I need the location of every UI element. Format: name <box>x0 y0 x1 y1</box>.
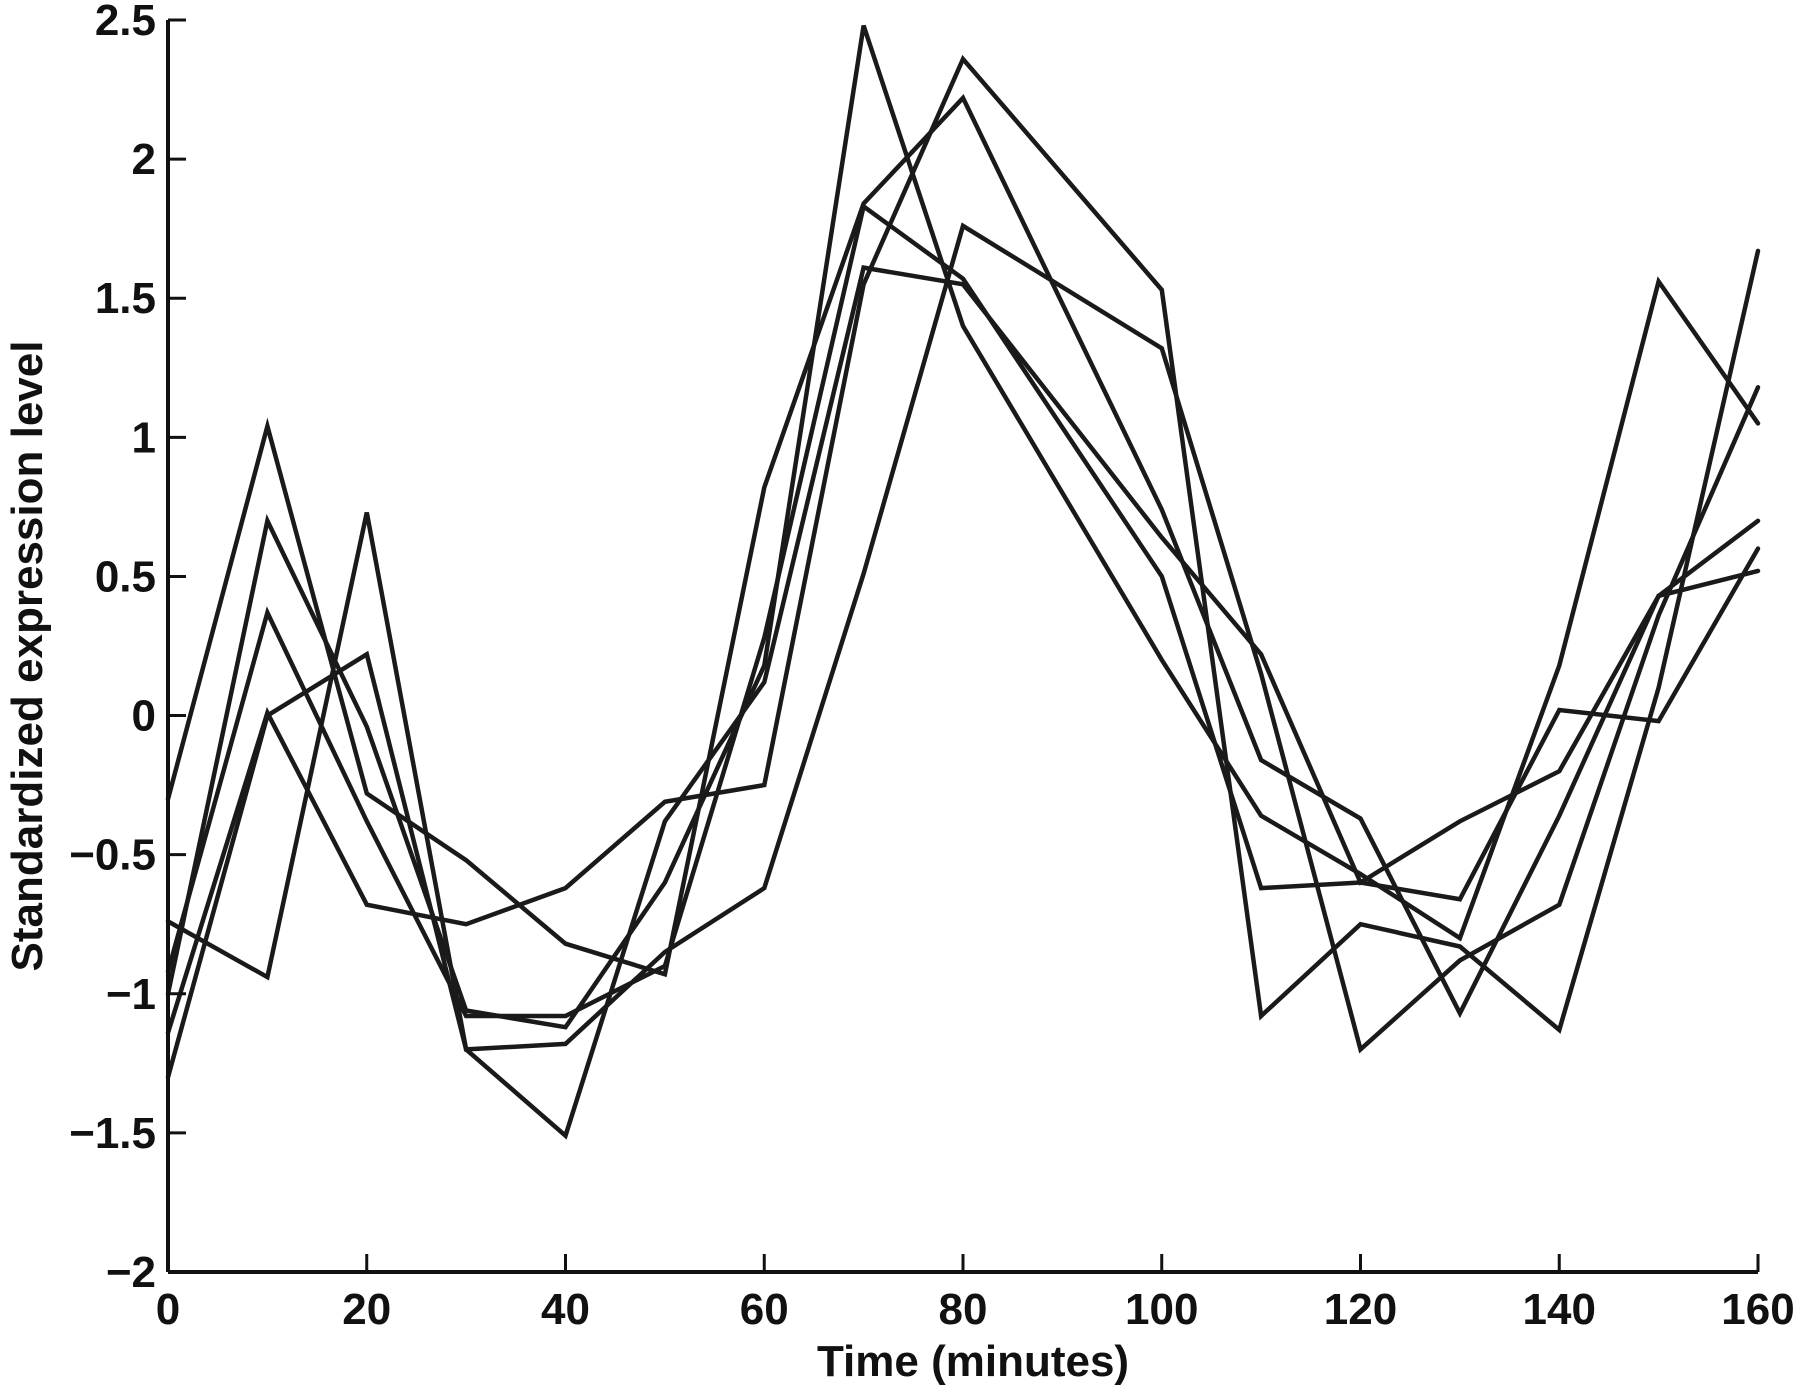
series-line-1 <box>165 93 1761 1019</box>
ticks: −2 −1.5 −1 −0.5 0 0.5 1 1.5 2 2.5 0 20 40 60 80 100 120 1… <box>69 0 1795 1334</box>
series-layer <box>165 24 1761 1140</box>
y-tick-label: 0 <box>132 692 156 741</box>
y-tick-label: −1 <box>106 970 156 1019</box>
y-tick-label: 1 <box>132 413 156 462</box>
x-tick-label: 140 <box>1523 1285 1596 1334</box>
x-tick-label: 60 <box>740 1285 789 1334</box>
x-tick-label: 80 <box>939 1285 988 1334</box>
x-tick-label: 20 <box>342 1285 391 1334</box>
y-tick-label: −0.5 <box>69 831 156 880</box>
series-line-3 <box>165 265 1761 1140</box>
x-tick-label: 0 <box>156 1285 180 1334</box>
series-line-2 <box>165 24 1761 1030</box>
y-tick-label: −2 <box>106 1248 156 1297</box>
series-line-4 <box>165 202 1761 1019</box>
x-axis-title: Time (minutes) <box>817 1337 1129 1386</box>
y-tick-label: 0.5 <box>95 552 156 601</box>
y-tick-label: 1.5 <box>95 274 156 323</box>
y-tick-label: −1.5 <box>69 1109 156 1158</box>
y-tick-label: 2 <box>132 135 156 184</box>
axes <box>166 20 1758 1274</box>
y-tick-label: 2.5 <box>95 0 156 45</box>
x-tick-label: 40 <box>541 1285 590 1334</box>
x-tick-label: 100 <box>1125 1285 1198 1334</box>
series-line-5 <box>165 54 1761 1035</box>
series-line-6 <box>165 222 1761 1080</box>
x-tick-label: 160 <box>1721 1285 1794 1334</box>
y-axis-title: Standardized expression level <box>3 341 52 972</box>
x-tick-label: 120 <box>1324 1285 1397 1334</box>
